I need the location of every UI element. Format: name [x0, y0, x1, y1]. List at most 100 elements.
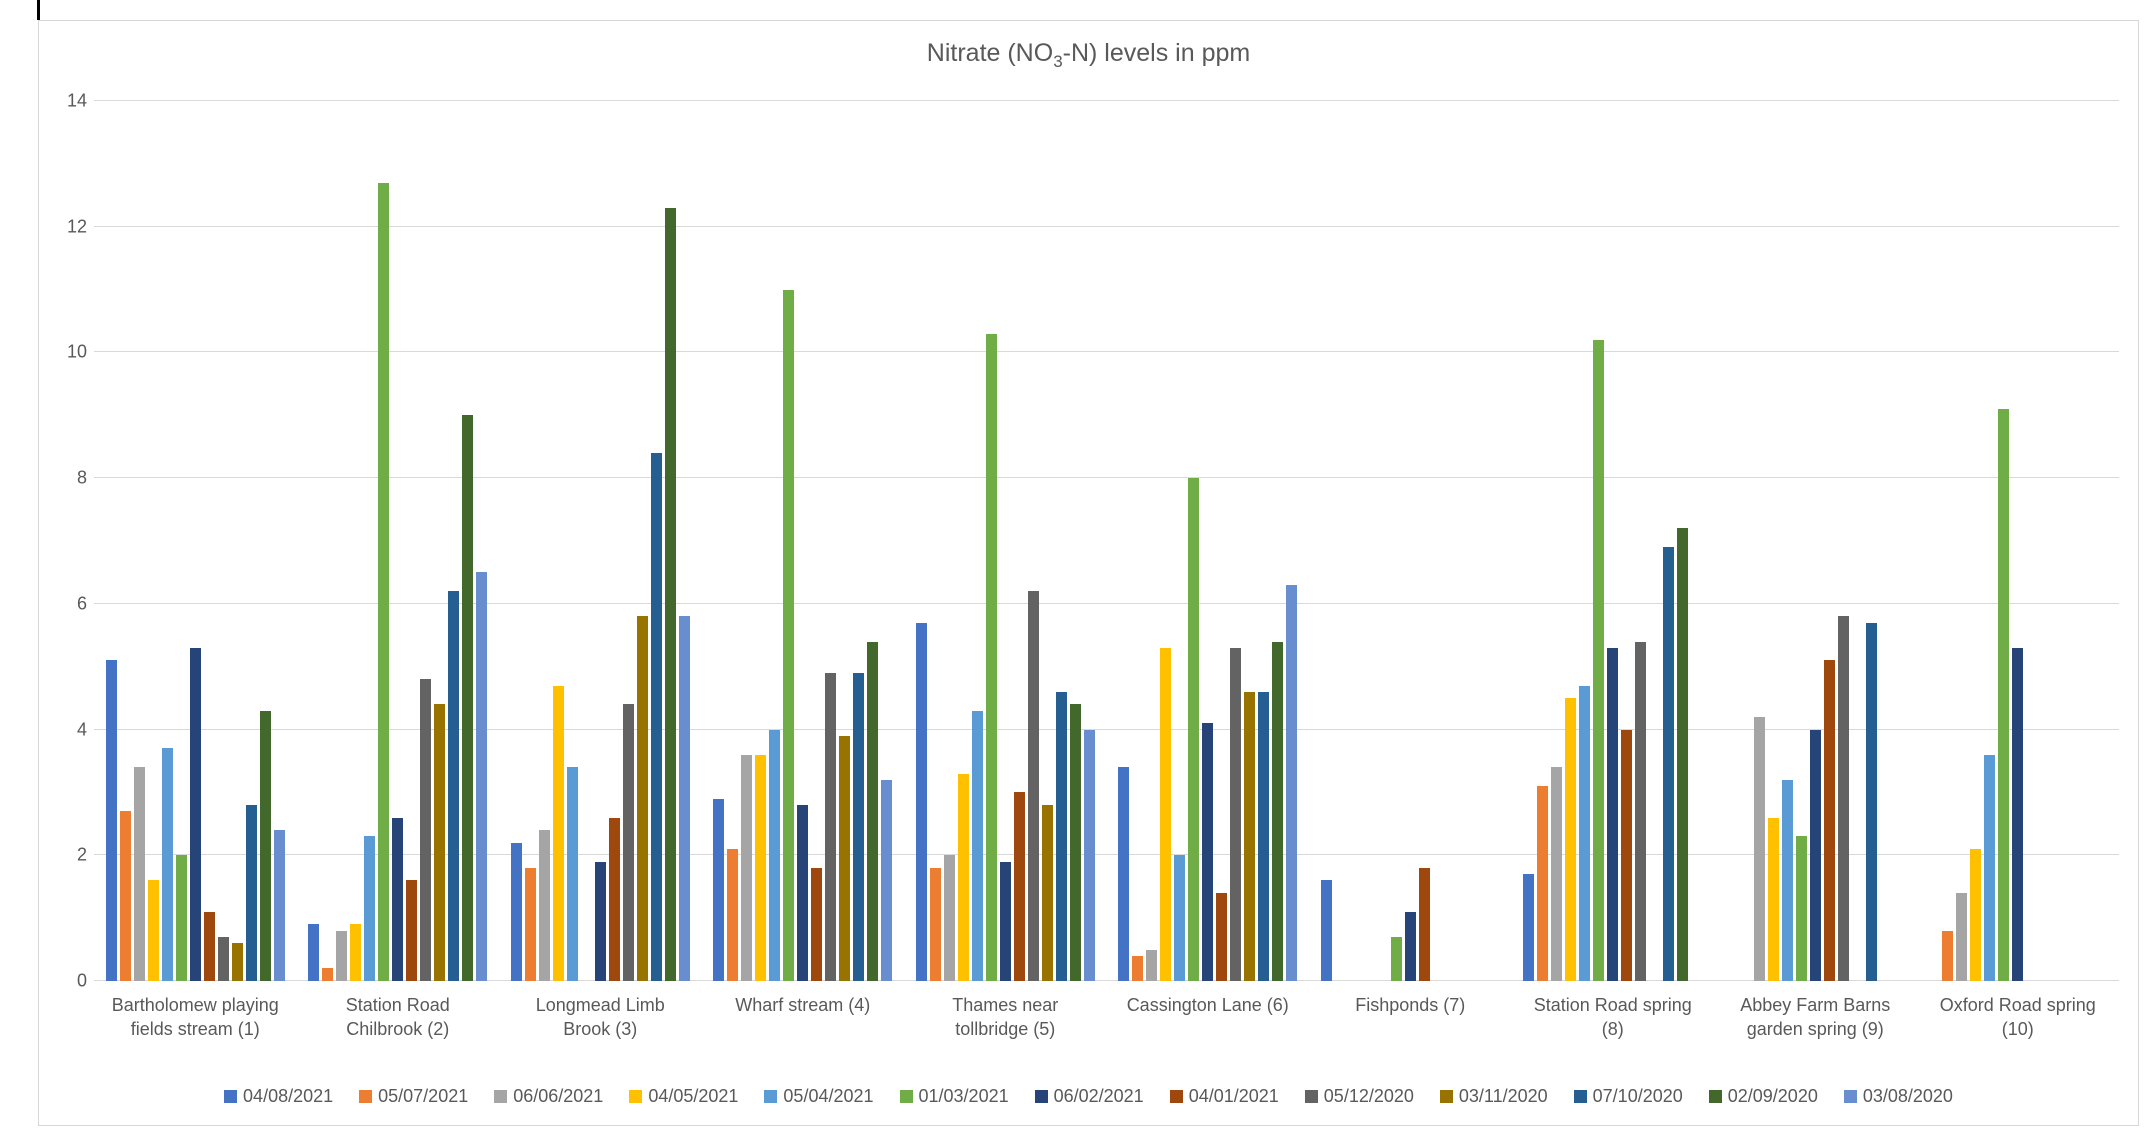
bar-slot [1215, 101, 1229, 981]
bar [1272, 641, 1284, 981]
bar-slot [1271, 101, 1285, 981]
chart-title-subscript: 3 [1053, 52, 1063, 71]
bar-slot [1445, 101, 1459, 981]
x-axis-labels: Bartholomew playing fields stream (1) Sta… [94, 993, 2119, 1042]
bar-slot [1836, 101, 1850, 981]
gridline-6 [94, 602, 2119, 604]
bar-slot [1676, 101, 1690, 981]
bar [727, 849, 739, 981]
bar [245, 805, 257, 981]
bar [322, 968, 334, 981]
category-label: Wharf stream (4) [735, 995, 871, 1015]
legend-item: 06/02/2021 [1034, 1086, 1144, 1107]
legend-label: 05/07/2021 [378, 1086, 469, 1106]
bar-slot [1389, 101, 1403, 981]
bar-slot [1159, 101, 1173, 981]
legend-label: 01/03/2021 [918, 1086, 1009, 1106]
bar-slot [1117, 101, 1131, 981]
bar [825, 673, 837, 981]
category-label: Thames near tollbridge (5) [952, 995, 1059, 1040]
bar-slot [998, 101, 1012, 981]
bar-slot [1347, 101, 1361, 981]
bar-slot [768, 101, 782, 981]
bar [1286, 585, 1298, 981]
legend-label: 06/06/2021 [513, 1086, 604, 1106]
bar-slot [824, 101, 838, 981]
bar-slot [866, 101, 880, 981]
legend-label: 04/08/2021 [243, 1086, 334, 1106]
bar [105, 660, 117, 981]
bar-slot [852, 101, 866, 981]
y-tick-label-2: 2 [76, 844, 87, 865]
bar-slot [433, 101, 447, 981]
bar-slot [593, 101, 607, 981]
bar-slot [349, 101, 363, 981]
bar-slot [551, 101, 565, 981]
bar-slot [321, 101, 335, 981]
legend-label: 04/05/2021 [648, 1086, 739, 1106]
bar-slot [810, 101, 824, 981]
bar-slot [677, 101, 691, 981]
category-label: Station Road spring (8) [1533, 995, 1692, 1040]
bar [1069, 704, 1081, 981]
bar-slot [1766, 101, 1780, 981]
legend-swatch-icon [1439, 1090, 1453, 1103]
bar-slot [2067, 101, 2081, 981]
bar-slot [1620, 101, 1634, 981]
bar [147, 880, 159, 981]
bar-slot [928, 101, 942, 981]
legend-swatch-icon [359, 1090, 373, 1103]
bar [1551, 767, 1563, 981]
bar-slot [2081, 101, 2095, 981]
legend-item: 04/05/2021 [629, 1086, 738, 1107]
legend-label: 04/01/2021 [1188, 1086, 1279, 1106]
bar [943, 855, 955, 981]
legend-swatch-icon [629, 1090, 643, 1103]
legend-swatch-icon [1843, 1090, 1857, 1103]
bar [1390, 937, 1402, 981]
bar-slot [1040, 101, 1054, 981]
bar-slot [1864, 101, 1878, 981]
bar-slot [621, 101, 635, 981]
y-tick-label-14: 14 [66, 90, 87, 111]
bar-slot [202, 101, 216, 981]
bar-slot [447, 101, 461, 981]
bar-slot [216, 101, 230, 981]
bar-slot [363, 101, 377, 981]
bar [189, 647, 201, 981]
bar [161, 748, 173, 981]
bar-slot [1375, 101, 1389, 981]
bar-slot [1054, 101, 1068, 981]
bar-slot [1026, 101, 1040, 981]
bar-group [1714, 101, 1917, 981]
bar [420, 679, 432, 981]
bar [664, 207, 676, 981]
legend-swatch-icon [1304, 1090, 1318, 1103]
bar-slot [838, 101, 852, 981]
bar [957, 773, 969, 981]
bar-slot [607, 101, 621, 981]
bar [608, 817, 620, 981]
bar [741, 754, 753, 981]
bar [378, 182, 390, 981]
bar [1244, 691, 1256, 981]
bar [1865, 622, 1877, 981]
bar-slot [726, 101, 740, 981]
bar-slot [1927, 101, 1941, 981]
y-tick-label-4: 4 [76, 719, 87, 740]
category-label: Station Road Chilbrook (2) [345, 995, 450, 1040]
bar [1013, 792, 1025, 981]
legend-swatch-icon [1169, 1090, 1183, 1103]
bar-slot [1780, 101, 1794, 981]
bar-slot [188, 101, 202, 981]
bar-slot [1564, 101, 1578, 981]
bar-slot [754, 101, 768, 981]
bar [364, 836, 376, 981]
bar-group [1512, 101, 1715, 981]
bar [1984, 754, 1996, 981]
bar [1083, 729, 1095, 981]
bar-slot [1850, 101, 1864, 981]
bar-group [904, 101, 1107, 981]
bar-slot [1606, 101, 1620, 981]
bar [259, 710, 271, 981]
